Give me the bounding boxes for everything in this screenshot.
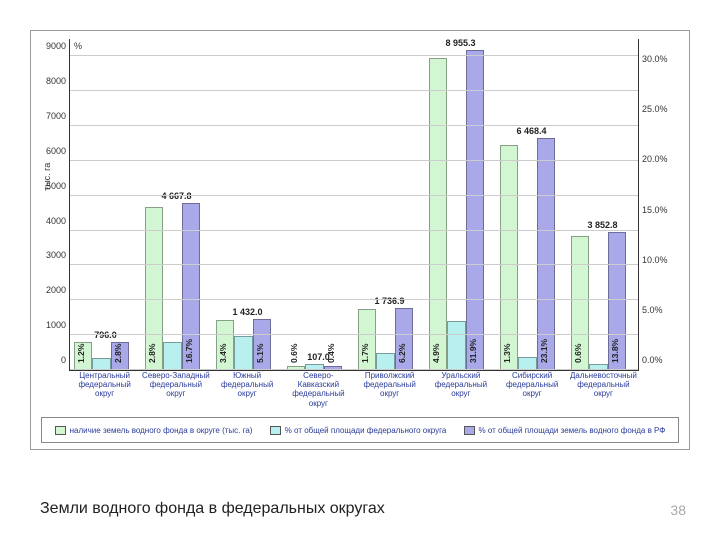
gridline: [70, 299, 638, 300]
gridline: [70, 90, 638, 91]
bar-series-3: 6.2%: [395, 308, 413, 370]
y-tick-left: 1000: [46, 320, 70, 330]
x-axis-label: Приволжский федеральный округ: [354, 371, 425, 399]
bar-series-2: [163, 342, 181, 370]
bar-series-1: 4.9%: [429, 58, 447, 370]
legend-item-3: % от общей площади земель водного фонда …: [464, 426, 666, 435]
legend-label-3: % от общей площади земель водного фонда …: [479, 426, 666, 435]
bar-value-label: 0.6%: [573, 344, 583, 363]
y-tick-left: 0: [61, 355, 70, 365]
y-tick-left: 2000: [46, 285, 70, 295]
bar-group: 2.8%16.7%4 667.8: [141, 39, 212, 370]
bar-group: 0.6% 13.8% 3 852.8: [567, 39, 638, 370]
group-top-label: 8 955.3: [445, 38, 475, 48]
bar-series-3: 13.8%: [608, 232, 626, 370]
legend-swatch-3: [464, 426, 475, 435]
bar-group: 1.3% 23.1% 6 468.4: [496, 39, 567, 370]
bar-series-3: 2.8%: [111, 342, 129, 370]
group-top-label: 1 432.0: [232, 307, 262, 317]
y-tick-right: 15.0%: [638, 205, 668, 215]
y-tick-left: 8000: [46, 76, 70, 86]
group-top-label: 107.0: [307, 352, 330, 362]
page-number: 38: [670, 502, 686, 518]
y-tick-left: 5000: [46, 181, 70, 191]
y-tick-right: 25.0%: [638, 104, 668, 114]
page: % тыс. га 1.2%2.8%796.02.8%16.7%4 667.83…: [0, 0, 720, 540]
x-axis-label: Дальневосточный федеральный округ: [568, 371, 639, 399]
x-axis-label: Сибирский федеральный округ: [497, 371, 568, 399]
x-axis-label: Северо-Кавказский федеральный округ: [283, 371, 354, 408]
legend: наличие земель водного фонда в округе (т…: [41, 417, 679, 443]
bar-value-label: 16.7%: [184, 339, 194, 363]
bar-series-3: 5.1%: [253, 319, 271, 370]
y-tick-right: 20.0%: [638, 154, 668, 164]
group-top-label: 1 736.9: [374, 296, 404, 306]
legend-swatch-1: [55, 426, 66, 435]
gridline: [70, 55, 638, 56]
bar-group: 1.7% 6.2% 1 736.9: [354, 39, 425, 370]
gridline: [70, 125, 638, 126]
x-axis-label: Уральский федеральный округ: [425, 371, 496, 399]
bar-value-label: 4.9%: [431, 344, 441, 363]
y-tick-left: 3000: [46, 250, 70, 260]
y-tick-left: 9000: [46, 41, 70, 51]
y-tick-left: 7000: [46, 111, 70, 121]
bar-series-1: 2.8%: [145, 207, 163, 370]
legend-item-1: наличие земель водного фонда в округе (т…: [55, 426, 253, 435]
y-tick-left: 6000: [46, 146, 70, 156]
bar-series-1: 1.3%: [500, 145, 518, 370]
bar-series-1: 3.4%: [216, 320, 234, 370]
y-tick-right: 30.0%: [638, 54, 668, 64]
bar-series-1: 0.6%: [571, 236, 589, 370]
gridline: [70, 264, 638, 265]
bar-value-label: 1.3%: [502, 344, 512, 363]
gridline: [70, 160, 638, 161]
bar-groups: 1.2%2.8%796.02.8%16.7%4 667.83.4%5.1%1 4…: [70, 39, 638, 370]
bar-value-label: 0.6%: [289, 344, 299, 363]
plot-area: % тыс. га 1.2%2.8%796.02.8%16.7%4 667.83…: [69, 39, 639, 371]
bar-series-1: 1.7%: [358, 309, 376, 370]
bar-value-label: 23.1%: [539, 339, 549, 363]
bar-series-2: [234, 336, 252, 370]
gridline: [70, 230, 638, 231]
gridline: [70, 334, 638, 335]
legend-swatch-2: [270, 426, 281, 435]
bar-group: 0.6%0.4%107.0: [283, 39, 354, 370]
bar-series-3: 23.1%: [537, 138, 555, 370]
bar-value-label: 2.8%: [147, 344, 157, 363]
group-top-label: 6 468.4: [516, 126, 546, 136]
chart-frame: % тыс. га 1.2%2.8%796.02.8%16.7%4 667.83…: [30, 30, 690, 450]
y-tick-right: 0.0%: [638, 355, 663, 365]
bar-series-1: 1.2%: [74, 342, 92, 370]
x-axis-label: Центральный федеральный округ: [69, 371, 140, 399]
bar-series-3: 31.9%: [466, 50, 484, 370]
bar-series-2: [447, 321, 465, 370]
bar-group: 4.9% 31.9% 8 955.3: [425, 39, 496, 370]
figure-caption: Земли водного фонда в федеральных округа…: [40, 500, 385, 518]
x-axis-label: Северо-Западный федеральный округ: [140, 371, 211, 399]
bar-value-label: 1.7%: [360, 344, 370, 363]
y-tick-right: 5.0%: [638, 305, 663, 315]
bar-value-label: 3.4%: [218, 344, 228, 363]
bar-value-label: 31.9%: [468, 339, 478, 363]
bar-series-3: 16.7%: [182, 203, 200, 371]
bar-series-2: [376, 353, 394, 370]
bar-value-label: 1.2%: [76, 344, 86, 363]
bar-group: 1.2%2.8%796.0: [70, 39, 141, 370]
x-axis-label: Южный федеральный округ: [212, 371, 283, 399]
gridline: [70, 369, 638, 370]
y-tick-right: 10.0%: [638, 255, 668, 265]
bar-value-label: 5.1%: [255, 344, 265, 363]
bar-value-label: 13.8%: [610, 339, 620, 363]
bar-value-label: 2.8%: [113, 344, 123, 363]
y-tick-left: 4000: [46, 216, 70, 226]
legend-label-1: наличие земель водного фонда в округе (т…: [70, 426, 253, 435]
legend-item-2: % от общей площади федерального округа: [270, 426, 447, 435]
bar-value-label: 6.2%: [397, 344, 407, 363]
legend-label-2: % от общей площади федерального округа: [285, 426, 447, 435]
gridline: [70, 195, 638, 196]
group-top-label: 3 852.8: [587, 220, 617, 230]
x-axis-labels: Центральный федеральный округСеверо-Запа…: [69, 371, 639, 411]
bar-group: 3.4% 5.1% 1 432.0: [212, 39, 283, 370]
